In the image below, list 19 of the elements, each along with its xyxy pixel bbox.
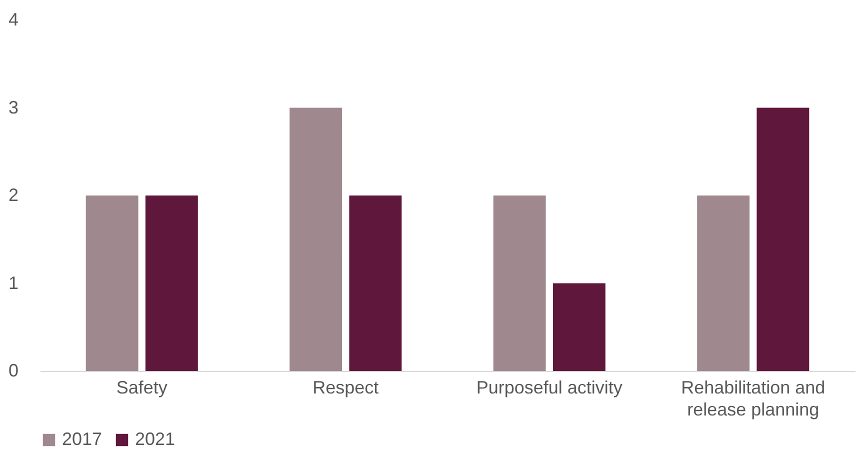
bar — [349, 196, 402, 371]
x-tick-label: Purposeful activity — [476, 378, 622, 398]
y-tick-label: 3 — [8, 97, 18, 118]
bar — [493, 196, 546, 371]
x-tick-label: Respect — [312, 378, 379, 398]
y-tick-label: 1 — [8, 272, 18, 293]
legend-label: 2021 — [135, 429, 176, 449]
bar — [552, 283, 606, 371]
y-tick-label: 4 — [8, 10, 18, 30]
bar — [86, 196, 138, 371]
bar — [290, 108, 342, 371]
x-tick-label: Safety — [116, 378, 168, 398]
bar — [145, 196, 198, 371]
legend-label: 2017 — [62, 429, 102, 449]
bar — [697, 196, 750, 371]
y-tick-label: 2 — [8, 185, 18, 205]
y-tick-label: 0 — [8, 360, 18, 380]
x-tick-label: Rehabilitation and release planning — [681, 378, 826, 420]
bar — [756, 108, 810, 371]
